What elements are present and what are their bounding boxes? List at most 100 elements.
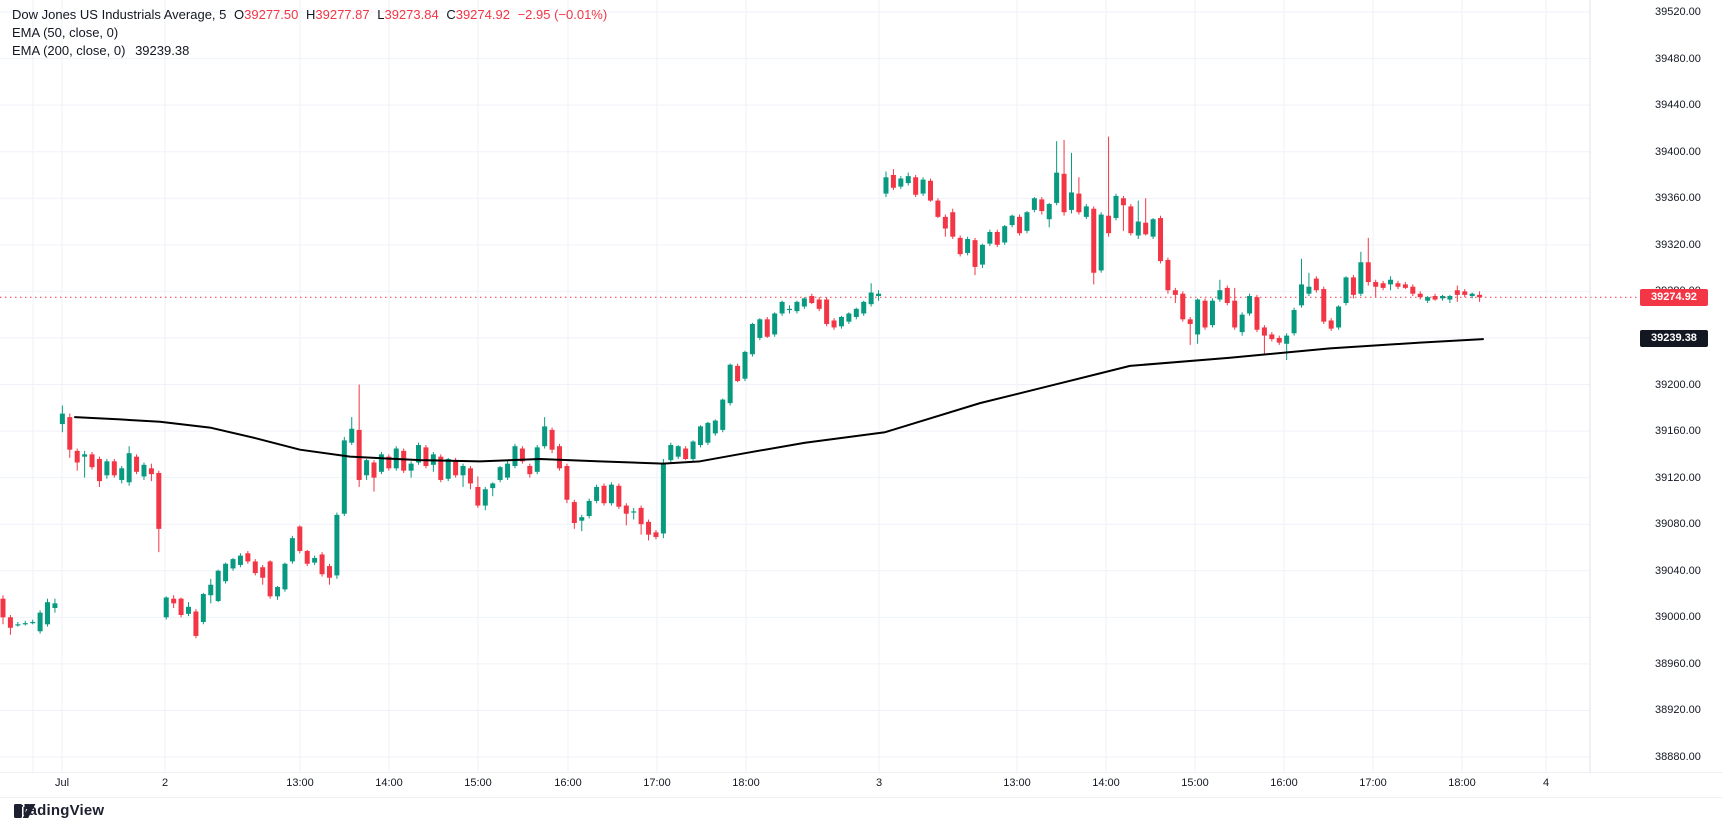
candle-down <box>1313 278 1319 291</box>
candle-down <box>1158 218 1164 262</box>
candle-down <box>1432 296 1438 300</box>
candle-up <box>690 441 696 459</box>
candle-up <box>876 293 882 297</box>
price-tick-label: 39440.00 <box>1655 99 1701 112</box>
candle-down <box>89 454 95 468</box>
candle-down <box>816 299 822 309</box>
candle-down <box>0 598 6 618</box>
candle-up <box>1336 306 1342 328</box>
tradingview-logo-text: TradingView <box>14 802 105 819</box>
candle-up <box>742 351 748 379</box>
candle-down <box>994 232 1000 245</box>
low-value: 39273.84 <box>384 7 439 22</box>
candle-up <box>586 500 592 517</box>
candle-up <box>660 463 666 534</box>
time-axis[interactable]: Jul 2 13:00 14:00 15:00 16:00 17:00 18:00 3 13:00… <box>0 773 1723 797</box>
candle-down <box>386 456 392 469</box>
time-tick-label: 4 <box>1542 777 1550 789</box>
ema50-label: EMA (50, close, 0) <box>12 25 119 40</box>
price-tick-label: 39520.00 <box>1655 6 1701 18</box>
candle-up <box>668 445 674 461</box>
time-tick-label: 2 <box>161 777 169 789</box>
candle-up <box>1046 204 1052 220</box>
candle-down <box>371 462 377 478</box>
last-price-badge: 39274.92 <box>1640 288 1708 306</box>
candle-up <box>1054 172 1060 203</box>
candle-up <box>712 420 718 434</box>
candle-up <box>542 426 548 447</box>
candle-up <box>1150 219 1156 237</box>
price-axis[interactable]: 39274.92 39239.38 39520.00 39480.00 39440.… <box>1590 0 1723 773</box>
candle-up <box>987 232 993 244</box>
candle-up <box>186 606 191 614</box>
candle-down <box>438 456 444 480</box>
candle-down <box>267 561 273 597</box>
candle-down <box>1395 283 1401 287</box>
price-tick-label: 39320.00 <box>1655 238 1701 251</box>
candle-down <box>1187 319 1193 324</box>
candle-down <box>326 566 332 578</box>
candle-down <box>260 567 266 578</box>
candle-up <box>408 463 414 471</box>
candle-up <box>1239 314 1245 333</box>
candle-down <box>1106 215 1112 234</box>
candle-down <box>171 598 177 604</box>
candle-up <box>200 594 206 622</box>
candle-up <box>59 413 65 425</box>
candle-up <box>1247 296 1253 314</box>
candle-down <box>1350 277 1356 295</box>
candle-down <box>1128 206 1134 234</box>
tradingview-logo[interactable]: TradingView <box>14 802 104 819</box>
candle-up <box>208 584 214 596</box>
candle-up <box>1031 198 1037 210</box>
high-label: H <box>305 7 316 22</box>
candle-down <box>475 486 481 506</box>
candle-down <box>245 553 251 562</box>
candle-down <box>527 465 533 475</box>
candle-up <box>861 301 867 314</box>
ema200-legend-row[interactable]: EMA (200, close, 0) 39239.38 <box>12 42 611 60</box>
candle-up <box>1113 195 1119 219</box>
candle-down <box>571 502 577 524</box>
price-tick-label: 39000.00 <box>1655 611 1701 624</box>
candle-down <box>1076 193 1082 213</box>
ema200-label: EMA (200, close, 0) <box>12 43 126 58</box>
candle-down <box>1477 294 1483 298</box>
close-label: C <box>446 7 456 22</box>
candle-down <box>735 365 741 382</box>
candle-down <box>824 299 830 324</box>
ema50-legend-row[interactable]: EMA (50, close, 0) <box>12 24 611 42</box>
candle-up <box>868 292 874 305</box>
ema200-value: 39239.38 <box>135 43 190 58</box>
candle-down <box>831 320 837 328</box>
candle-up <box>1135 221 1141 236</box>
candle-up <box>52 603 58 608</box>
candle-up <box>30 621 36 624</box>
candle-down <box>928 180 933 201</box>
candle-up <box>720 399 726 430</box>
candle-down <box>1143 222 1149 235</box>
candle-down <box>1261 327 1267 336</box>
candle-up <box>846 313 852 322</box>
candle-up <box>512 446 518 466</box>
ema200-line <box>74 338 1484 465</box>
candle-down <box>1417 293 1423 298</box>
time-tick-label: 16:00 <box>554 777 582 789</box>
candle-down <box>156 472 162 529</box>
candle-up <box>22 623 28 625</box>
candle-down <box>1120 198 1126 206</box>
candle-down <box>913 177 919 195</box>
close-value: 39274.92 <box>455 7 510 22</box>
candle-down <box>1165 259 1171 291</box>
candle-up <box>727 364 733 404</box>
price-tick-label: 39360.00 <box>1655 192 1701 205</box>
candle-up <box>215 570 221 602</box>
candle-up <box>364 460 370 476</box>
time-tick-label: 17:00 <box>1359 777 1387 789</box>
candle-up <box>794 301 800 312</box>
candle-up <box>445 459 451 479</box>
symbol-legend-row[interactable]: Dow Jones US Industrials Average, 5 O392… <box>12 6 611 24</box>
price-tick-label: 39400.00 <box>1655 145 1701 158</box>
candle-down <box>1380 283 1386 288</box>
